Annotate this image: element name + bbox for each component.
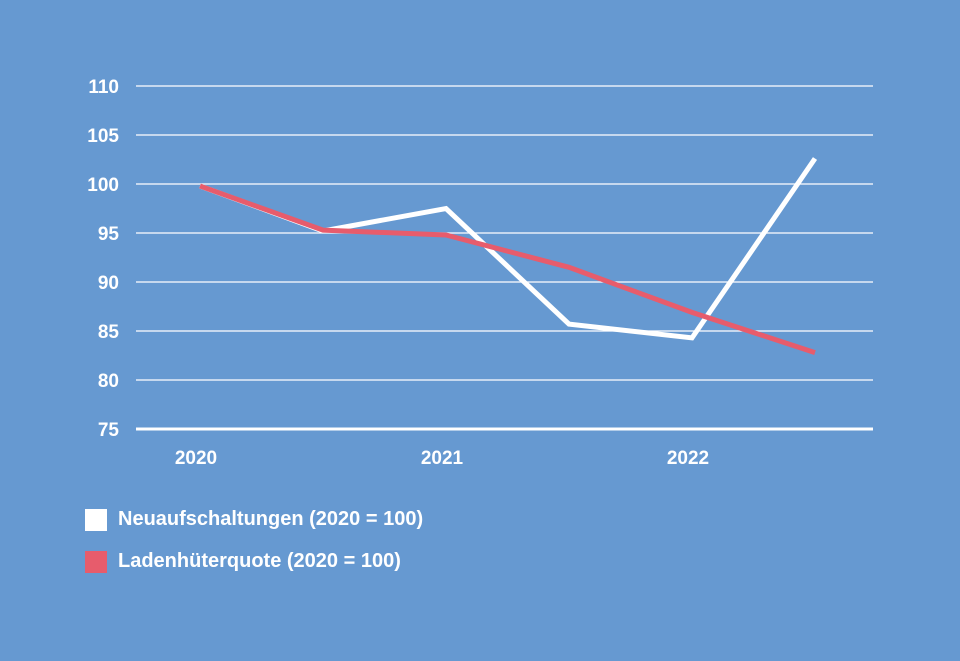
y-tick-label: 75 (98, 420, 120, 441)
x-tick-label: 2021 (421, 448, 464, 469)
legend-swatch-white (85, 508, 107, 531)
legend-swatch-red (85, 550, 107, 573)
y-tick-label: 100 (87, 175, 119, 196)
y-tick-label: 80 (98, 371, 119, 392)
y-tick-label: 110 (88, 77, 119, 98)
y-tick-label: 85 (98, 322, 120, 343)
y-tick-label: 105 (87, 126, 119, 147)
legend-item-neuaufschaltungen: Neuaufschaltungen (2020 = 100) (85, 505, 423, 534)
legend-label-neuaufschaltungen: Neuaufschaltungen (2020 = 100) (118, 508, 424, 530)
y-axis-ticks: 75 80 85 90 95 100 105 110 (87, 77, 119, 441)
y-tick-label: 95 (98, 224, 120, 245)
legend-label-ladenhueterquote: Ladenhüterquote (2020 = 100) (118, 550, 401, 572)
legend-item-ladenhueterquote: Ladenhüterquote (2020 = 100) (85, 547, 423, 576)
y-tick-label: 90 (98, 273, 119, 294)
gridlines (136, 85, 873, 431)
x-tick-label: 2020 (175, 448, 217, 469)
series-line-ladenhueterquote (199, 183, 816, 355)
x-axis-ticks: 2020 2021 2022 (175, 448, 709, 469)
x-tick-label: 2022 (667, 448, 709, 469)
legend: Neuaufschaltungen (2020 = 100) Ladenhüte… (85, 505, 423, 589)
series-lines (199, 157, 818, 355)
series-line-neuaufschaltungen (199, 157, 818, 341)
